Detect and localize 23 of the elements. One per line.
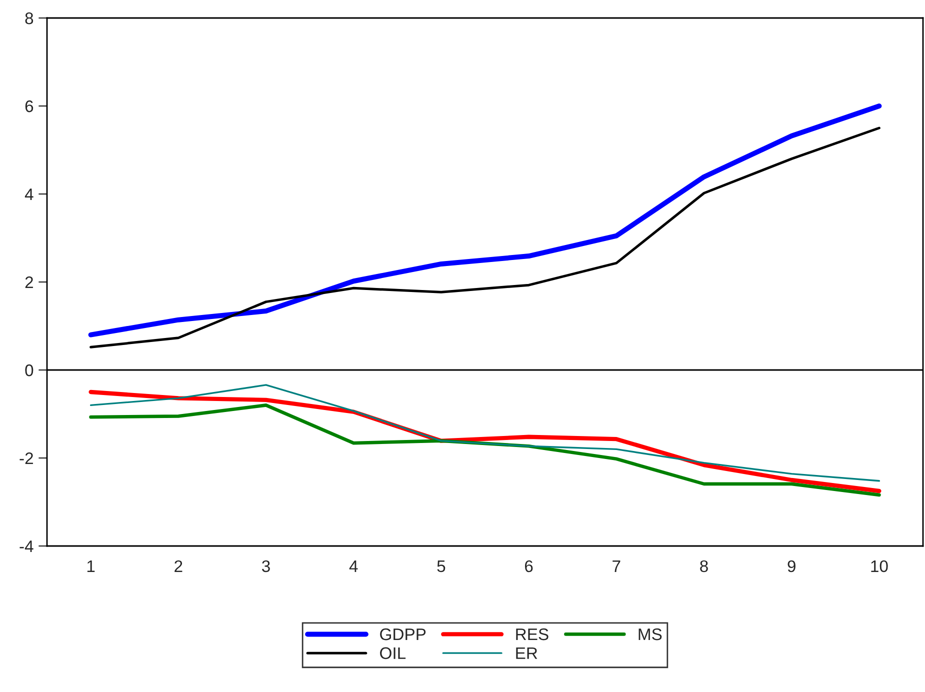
y-tick-label: 4 (24, 188, 34, 200)
y-tick-label: -4 (20, 540, 34, 552)
legend-label: MS (638, 628, 662, 640)
legend-label: ER (516, 647, 538, 659)
legend-label: OIL (380, 647, 406, 660)
x-tick-label: 3 (262, 560, 270, 572)
x-tick-label: 10 (871, 560, 888, 572)
y-tick-label: 2 (25, 276, 33, 288)
y-tick-label: 0 (25, 364, 34, 376)
y-tick-label: 8 (25, 12, 34, 24)
x-tick-label: 1 (87, 560, 95, 572)
x-tick-label: 8 (700, 560, 708, 572)
x-tick-label: 2 (174, 560, 182, 572)
x-tick-label: 4 (349, 560, 358, 572)
x-tick-label: 9 (788, 560, 796, 572)
legend-label: RES (516, 628, 548, 640)
legend-label: GDPP (380, 628, 426, 640)
x-tick-label: 5 (437, 560, 446, 572)
x-tick-label: 7 (612, 560, 620, 572)
y-tick-label: -2 (20, 452, 33, 464)
y-tick-label: 6 (25, 100, 34, 112)
x-tick-label: 6 (525, 560, 533, 572)
line-series (90, 384, 880, 482)
